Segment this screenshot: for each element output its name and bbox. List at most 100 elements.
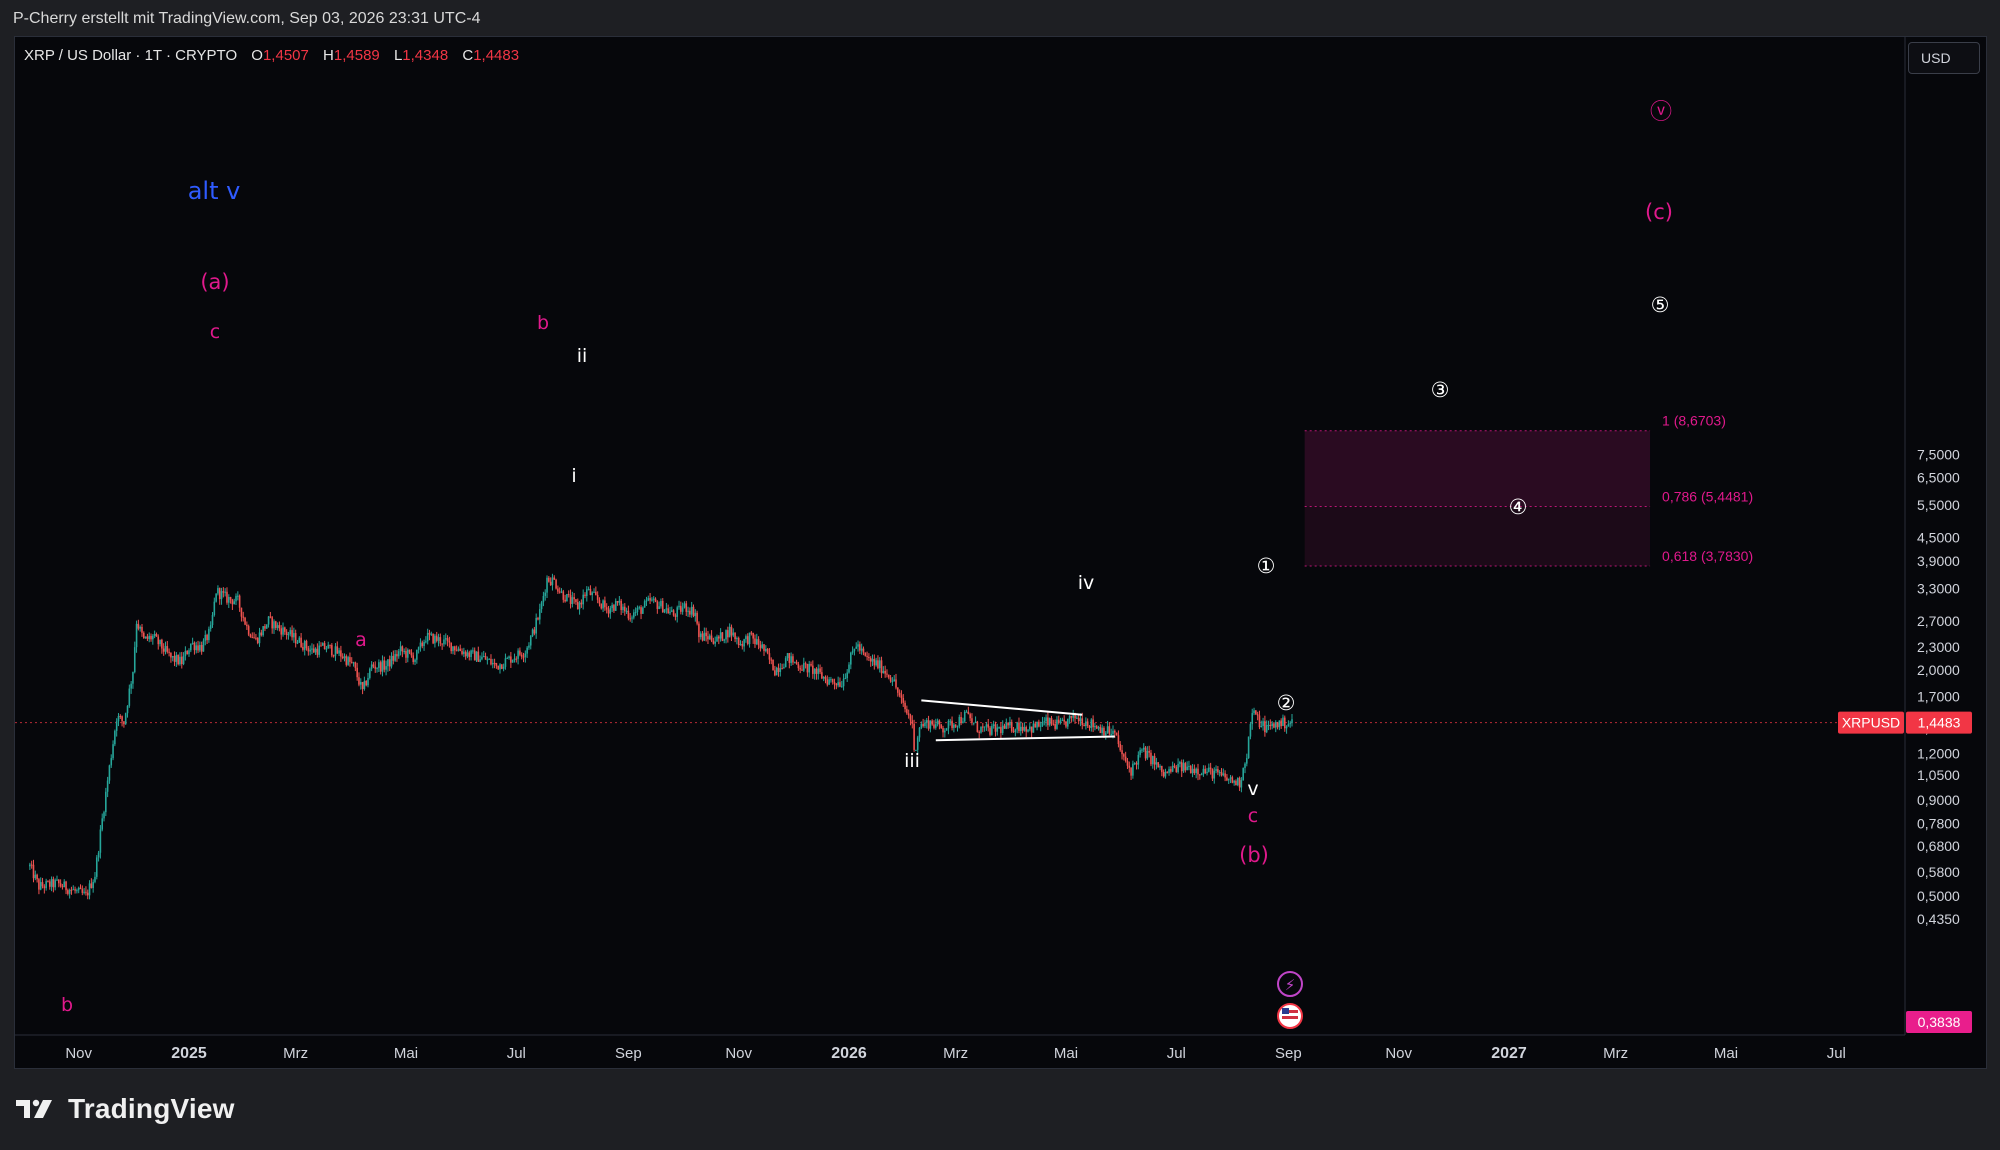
time-axis-tick: 2027 [1491,1045,1527,1062]
wave-label: ⑤ [1651,293,1670,317]
candle-body [891,681,894,683]
candle [1119,741,1122,752]
candle [338,647,340,657]
candle-body [233,601,236,605]
candle [258,627,261,647]
candle-body [457,648,460,651]
chart-area[interactable] [14,36,1987,1069]
candle [463,647,465,658]
candle-body [575,599,577,602]
candle [340,645,342,662]
candle-body [32,864,35,879]
candle [1235,779,1237,786]
candle [1198,773,1201,780]
candle-body [117,715,120,722]
candle-body [374,666,377,669]
candle-body [188,650,190,655]
candle [815,667,818,680]
candle-body [322,643,324,646]
us-flag-icon[interactable] [1277,1003,1303,1029]
candle [347,655,349,666]
candle-body [586,589,588,596]
candle [909,713,912,726]
candle-body [1050,718,1053,724]
candle [1135,761,1138,770]
candle-body [824,677,827,680]
candle-body [1048,718,1051,726]
candle [672,609,675,617]
candle [461,648,463,656]
candle-body [372,664,375,667]
candle-body [909,715,912,721]
candle-body [553,577,556,580]
candle-body [808,663,811,673]
candle [1070,715,1073,722]
candle-body [511,659,514,663]
candle-body [799,668,801,670]
candle-body [831,679,834,683]
candle [616,601,619,606]
candle [226,587,228,605]
candle-body [1208,767,1210,772]
candle [29,862,31,870]
candle-body [1104,732,1107,736]
candle [522,652,525,663]
candle-body [265,624,268,629]
candle-body [775,667,778,676]
candle-body [1070,715,1073,718]
candle-body [1090,719,1093,728]
candle-body [669,611,671,614]
candle [1072,709,1075,722]
candle-body [385,666,387,670]
candle-body [1047,717,1049,726]
candle-body [58,879,60,884]
candle [1285,725,1288,734]
price-axis-tick: 3,3000 [1917,580,1960,596]
candle [1106,720,1109,734]
candle [256,637,259,645]
candle [558,587,561,594]
candle-body [1242,768,1244,781]
candle-body [1168,769,1170,773]
candle [114,729,116,747]
candle-body [611,605,613,609]
price-axis-tick: 4,5000 [1917,530,1960,546]
candle-body [179,656,181,665]
candle [238,594,241,612]
candle [325,645,328,653]
candle [280,625,283,640]
wave-label: i [571,465,576,487]
candle-body [963,711,966,722]
candle [922,718,924,728]
candle [1189,764,1192,774]
candle [253,632,255,639]
candle [600,603,603,610]
candle-body [508,656,510,659]
candle-body [94,876,96,882]
candle-body [1130,767,1132,776]
candle [515,656,518,663]
candle-body [202,640,205,652]
candle-body [365,680,368,686]
tradingview-brand[interactable]: TradingView [16,1093,235,1125]
candle-body [159,639,161,645]
candle [1088,725,1091,731]
currency-button[interactable]: USD [1908,42,1980,74]
flash-event-icon[interactable]: ⚡ [1277,971,1303,997]
candle [425,636,427,644]
candle [213,597,216,617]
candle [41,877,44,889]
candle-body [533,629,536,634]
candle-body [1083,725,1085,727]
candle [1030,726,1033,738]
candle-body [833,682,836,684]
candle [734,632,736,643]
time-axis-tick: Jul [1167,1045,1186,1062]
candle-body [584,594,586,596]
candle [482,650,485,658]
candle-body [663,609,666,613]
candle-body [712,640,715,644]
candle-body [157,636,160,645]
candle-body [544,592,547,596]
